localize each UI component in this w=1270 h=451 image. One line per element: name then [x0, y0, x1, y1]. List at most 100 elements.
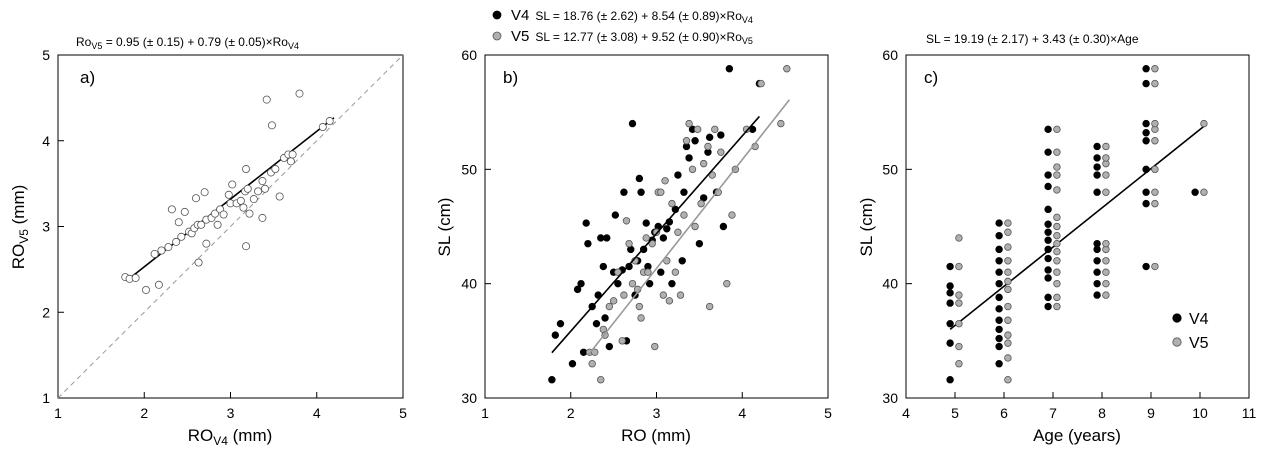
x-tick-label: 7: [1049, 405, 1057, 421]
data-point-v4: [601, 314, 609, 322]
data-point-v4: [1142, 165, 1150, 174]
data-point-data: [157, 246, 166, 255]
data-point-v5: [1053, 257, 1061, 265]
data-point-v5: [644, 268, 652, 276]
panel-b-fit-line-v5: [587, 99, 791, 357]
data-point-v4: [995, 334, 1003, 343]
data-point-v5: [1200, 188, 1208, 196]
data-point-v5: [1151, 165, 1159, 174]
data-point-v5: [657, 188, 665, 196]
data-point-data: [174, 218, 183, 227]
data-point-v5: [1102, 279, 1110, 288]
x-tick-label: 1: [54, 405, 62, 421]
data-point-v5: [717, 148, 725, 156]
data-point-v4: [582, 219, 590, 227]
panel-c-xlabel: Age (years): [1033, 426, 1121, 445]
data-point-v5: [688, 165, 697, 174]
data-point-v5: [651, 342, 659, 351]
data-point-v5: [955, 262, 963, 271]
x-tick-label: 4: [902, 405, 910, 421]
data-point-v4: [1044, 254, 1052, 263]
panel-c-legend-v4-marker: [1172, 313, 1182, 323]
data-point-v4: [1044, 182, 1052, 191]
y-tick-label: 50: [882, 161, 898, 177]
data-point-v5: [1004, 285, 1012, 294]
data-point-data: [141, 285, 150, 294]
data-point-v4: [659, 234, 668, 242]
data-point-data: [180, 207, 189, 216]
data-point-data: [164, 243, 173, 252]
data-point-data: [172, 237, 181, 246]
data-point-data: [239, 203, 248, 212]
panel-c-plot-frame: [905, 54, 1250, 399]
data-point-v4: [573, 285, 582, 294]
data-point-v4: [1191, 188, 1199, 196]
data-point-v5: [1053, 125, 1061, 134]
data-point-v5: [1004, 277, 1012, 286]
data-point-v5: [609, 297, 618, 305]
data-point-data: [271, 165, 280, 174]
data-point-v5: [1053, 231, 1061, 240]
data-point-v5: [665, 297, 674, 305]
data-point-v5: [668, 199, 676, 208]
data-point-v4: [1044, 148, 1052, 156]
data-point-data: [295, 89, 304, 98]
data-point-v4: [946, 339, 954, 347]
panel-c-equation: SL = 19.19 (± 2.17) + 3.43 (± 0.30)×Age: [926, 32, 1139, 46]
data-point-v5: [723, 279, 731, 288]
y-tick-label: 40: [882, 276, 898, 292]
panel-c: SL = 19.19 (± 2.17) + 3.43 (± 0.30)×Age …: [857, 32, 1256, 445]
data-point-v5: [1004, 257, 1012, 265]
data-point-v4: [946, 282, 954, 290]
y-tick-label: 5: [42, 47, 50, 63]
x-tick-label: 9: [1147, 405, 1155, 421]
data-point-v5: [1004, 331, 1012, 339]
data-point-v4: [584, 239, 592, 248]
x-tick-label: 1: [481, 405, 489, 421]
data-point-v4: [1093, 163, 1101, 171]
data-point-v4: [645, 279, 654, 288]
data-point-v5: [620, 291, 628, 299]
data-point-v4: [995, 219, 1003, 227]
data-point-v5: [588, 360, 596, 368]
data-point-v4: [1044, 236, 1052, 244]
data-point-v4: [592, 319, 601, 328]
data-point-v5: [1151, 137, 1159, 145]
panel-a-ylabel: ROV5 (mm): [9, 185, 31, 270]
data-point-v4: [548, 376, 556, 384]
data-point-v4: [1142, 262, 1150, 271]
panel-b-equation-v4: V4 SL = 18.76 (± 2.62) + 8.54 (± 0.89)×Ro…: [511, 7, 753, 25]
data-point-v4: [556, 319, 565, 328]
data-point-v4: [1093, 171, 1101, 179]
data-point-v5: [1151, 188, 1159, 196]
data-point-v4: [1093, 154, 1101, 162]
data-point-v5: [1053, 148, 1061, 156]
data-point-v5: [1004, 228, 1012, 236]
data-point-v4: [1044, 245, 1052, 254]
data-point-v5: [699, 159, 708, 168]
data-point-v5: [728, 211, 736, 219]
data-point-v4: [620, 188, 628, 196]
data-point-v4: [995, 360, 1003, 368]
data-point-v5: [1102, 239, 1110, 248]
panel-a: RoV5 = 0.95 (± 0.15) + 0.79 (± 0.05)×RoV…: [9, 35, 407, 448]
data-point-v4: [635, 174, 644, 183]
x-tick-label: 5: [951, 405, 959, 421]
data-point-v5: [1004, 243, 1012, 251]
data-point-data: [242, 242, 251, 251]
data-point-data: [243, 184, 252, 193]
x-tick-label: 10: [1192, 405, 1208, 421]
panel-b-legend-v5-marker: [492, 31, 502, 41]
data-point-v5: [757, 79, 765, 88]
x-tick-label: 2: [567, 405, 575, 421]
data-point-data: [154, 280, 163, 289]
data-point-data: [245, 209, 254, 218]
data-point-v5: [648, 239, 656, 248]
data-point-data: [202, 239, 211, 248]
data-point-v4: [995, 245, 1003, 254]
data-point-v5: [704, 142, 712, 151]
data-point-v4: [674, 171, 682, 179]
panel-c-ticks: 4 5 6 7 8 9 10 11 30 40 50 60: [882, 47, 1256, 421]
data-point-v5: [1053, 293, 1061, 302]
